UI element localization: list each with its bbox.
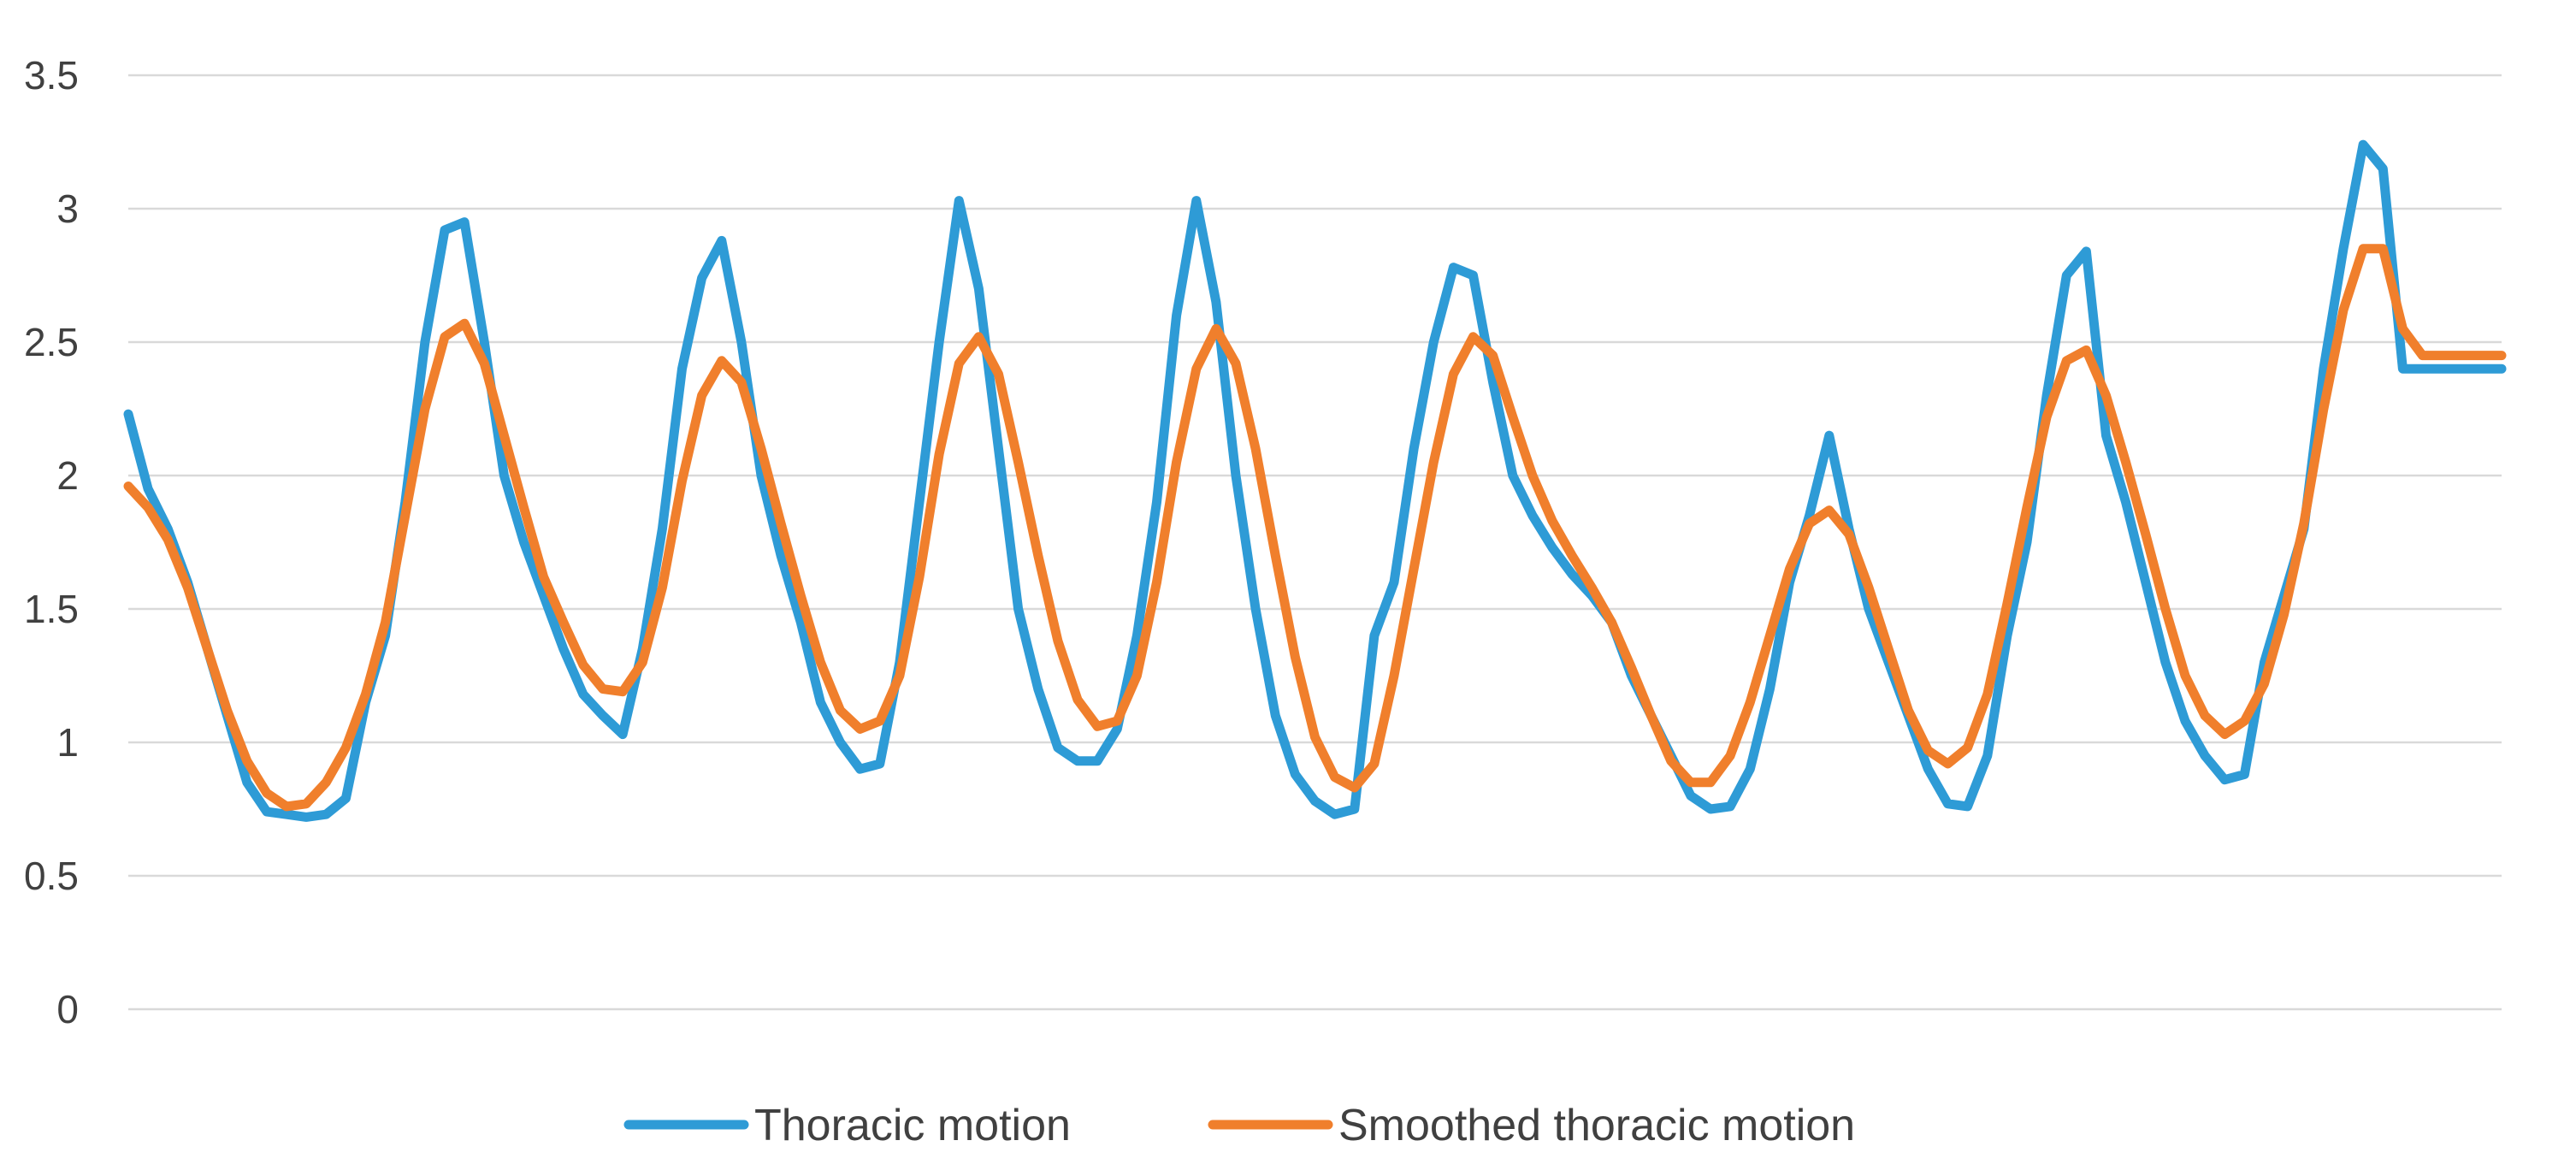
y-tick-label: 0.5 <box>24 854 79 898</box>
series-line-0 <box>123 139 2507 822</box>
y-tick-label: 1.5 <box>24 587 79 631</box>
legend-label-1: Smoothed thoracic motion <box>1338 1101 1855 1150</box>
y-tick-label: 0 <box>56 987 79 1031</box>
y-tick-label: 3.5 <box>24 53 79 98</box>
legend: Thoracic motion Smoothed thoracic motion <box>623 1101 1855 1150</box>
series-lines <box>123 139 2507 822</box>
legend-label-0: Thoracic motion <box>754 1101 1071 1150</box>
y-tick-label: 2.5 <box>24 320 79 364</box>
series-line-1 <box>123 244 2507 812</box>
y-tick-label: 1 <box>56 720 79 765</box>
y-tick-label: 3 <box>56 186 79 231</box>
y-axis-tick-labels: 0 0.5 1 1.5 2 2.5 3 3.5 <box>24 53 79 1031</box>
y-tick-label: 2 <box>56 453 79 498</box>
